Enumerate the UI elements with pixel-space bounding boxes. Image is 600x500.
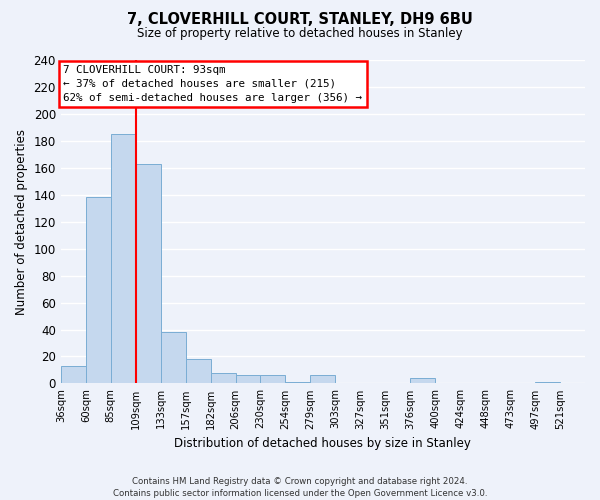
Bar — [260, 376, 286, 384]
Bar — [286, 382, 310, 384]
Text: 7 CLOVERHILL COURT: 93sqm
← 37% of detached houses are smaller (215)
62% of semi: 7 CLOVERHILL COURT: 93sqm ← 37% of detac… — [64, 65, 362, 103]
Y-axis label: Number of detached properties: Number of detached properties — [15, 128, 28, 314]
Bar — [61, 366, 86, 384]
Bar — [136, 164, 161, 384]
Bar — [111, 134, 136, 384]
Bar — [535, 382, 560, 384]
Bar — [236, 376, 260, 384]
Bar — [310, 376, 335, 384]
Bar — [86, 198, 111, 384]
Text: Size of property relative to detached houses in Stanley: Size of property relative to detached ho… — [137, 28, 463, 40]
Text: 7, CLOVERHILL COURT, STANLEY, DH9 6BU: 7, CLOVERHILL COURT, STANLEY, DH9 6BU — [127, 12, 473, 28]
X-axis label: Distribution of detached houses by size in Stanley: Distribution of detached houses by size … — [175, 437, 472, 450]
Bar — [211, 372, 236, 384]
Bar — [410, 378, 435, 384]
Bar — [161, 332, 185, 384]
Text: Contains HM Land Registry data © Crown copyright and database right 2024.
Contai: Contains HM Land Registry data © Crown c… — [113, 476, 487, 498]
Bar — [185, 359, 211, 384]
